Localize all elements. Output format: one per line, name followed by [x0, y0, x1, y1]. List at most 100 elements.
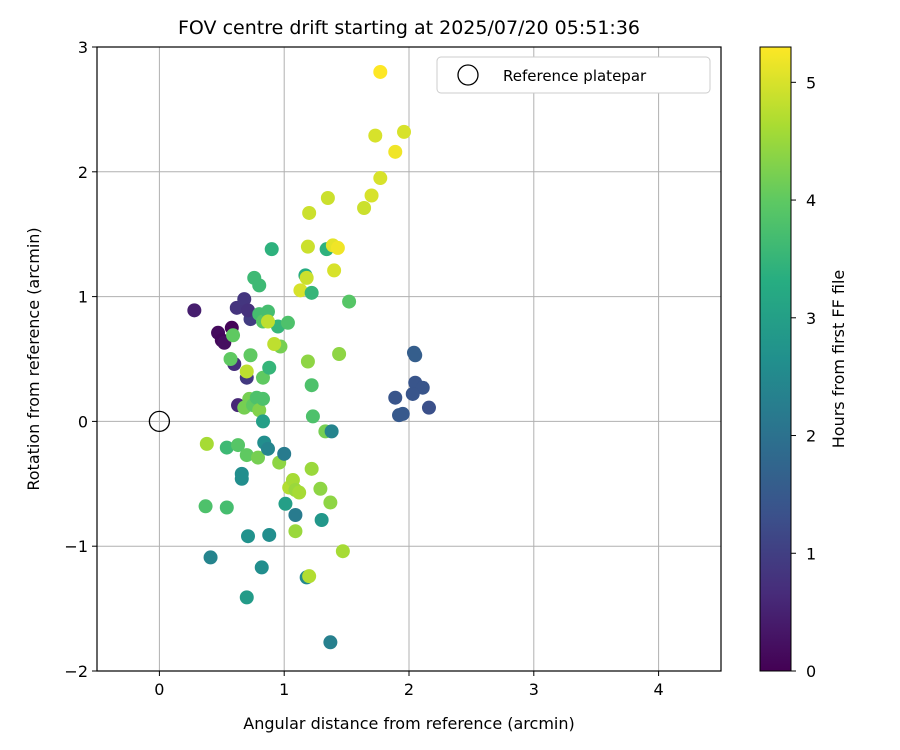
- colorbar-tick-label: 5: [806, 73, 816, 92]
- scatter-point: [320, 191, 335, 206]
- scatter-point: [226, 328, 241, 343]
- y-tick-label: −1: [64, 537, 88, 556]
- scatter-point: [237, 292, 252, 307]
- scatter-point: [219, 440, 234, 455]
- scatter-point: [241, 303, 256, 318]
- y-tick-label: 2: [78, 163, 88, 182]
- scatter-point: [288, 508, 303, 522]
- scatter-point: [280, 315, 295, 330]
- grid-lines: [97, 46, 721, 672]
- scatter-point: [239, 364, 254, 379]
- scatter-point: [304, 285, 319, 300]
- scatter-point: [304, 378, 319, 393]
- scatter-point: [373, 64, 388, 79]
- x-tick-label: 0: [154, 680, 164, 699]
- scatter-point: [239, 590, 254, 605]
- scatter-point: [342, 294, 357, 309]
- scatter-point: [278, 496, 293, 511]
- scatter-point: [314, 512, 329, 527]
- scatter-point: [364, 188, 379, 203]
- scatter-point: [300, 239, 315, 254]
- x-tick-label: 2: [404, 680, 414, 699]
- scatter-point: [302, 569, 317, 584]
- x-axis-label: Angular distance from reference (arcmin): [243, 714, 574, 733]
- scatter-point: [288, 524, 303, 539]
- scatter-point: [252, 403, 267, 418]
- scatter-point: [250, 450, 265, 465]
- colorbar-label: Hours from first FF file: [829, 270, 848, 449]
- scatter-point: [223, 352, 238, 366]
- x-tick-label: 3: [529, 680, 539, 699]
- scatter-points: [187, 64, 436, 650]
- scatter-point: [357, 200, 372, 215]
- y-axis-label: Rotation from reference (arcmin): [24, 227, 43, 490]
- scatter-point: [262, 527, 277, 542]
- colorbar-tick-label: 0: [806, 662, 816, 681]
- legend-entry-reference: Reference platepar: [503, 67, 647, 85]
- scatter-point: [234, 471, 249, 486]
- colorbar-tick-label: 4: [806, 191, 816, 210]
- scatter-point: [198, 499, 213, 514]
- scatter-point: [299, 270, 314, 285]
- scatter-point: [397, 124, 412, 139]
- scatter-point: [187, 303, 202, 318]
- scatter-point: [330, 240, 345, 255]
- scatter-point: [231, 438, 246, 453]
- scatter-point: [324, 424, 339, 439]
- scatter-point: [203, 550, 218, 565]
- scatter-point: [395, 406, 410, 421]
- scatter-point: [267, 337, 282, 352]
- y-axis-ticks: −2 −1 0 1 2 3: [64, 38, 97, 681]
- scatter-point: [313, 481, 328, 496]
- scatter-point: [260, 314, 275, 329]
- scatter-point: [277, 446, 292, 461]
- scatter-point: [264, 242, 279, 257]
- scatter-point: [421, 400, 436, 415]
- x-tick-label: 1: [279, 680, 289, 699]
- scatter-point: [368, 128, 383, 143]
- legend-box: [436, 56, 711, 94]
- scatter-point: [292, 485, 307, 500]
- legend-marker-reference: [457, 64, 479, 86]
- colorbar: [759, 46, 792, 672]
- colorbar-tick-label: 3: [806, 309, 816, 328]
- scatter-point: [255, 391, 270, 406]
- scatter-point: [239, 448, 254, 463]
- colorbar-tick-label: 1: [806, 544, 816, 563]
- scatter-point: [260, 441, 275, 456]
- x-axis-ticks: 0 1 2 3 4: [154, 671, 664, 699]
- scatter-point: [405, 386, 420, 401]
- chart-title: FOV centre drift starting at 2025/07/20 …: [178, 17, 640, 39]
- legend: Reference platepar: [436, 56, 711, 94]
- colorbar-tick-label: 2: [806, 427, 816, 446]
- scatter-point: [243, 348, 258, 363]
- colorbar-ticks: 0 1 2 3 4 5: [791, 73, 816, 681]
- scatter-point: [304, 461, 319, 476]
- y-tick-label: 1: [78, 288, 88, 307]
- x-tick-label: 4: [654, 680, 664, 699]
- scatter-point: [335, 544, 350, 559]
- scatter-point: [219, 500, 234, 515]
- scatter-point: [302, 205, 317, 220]
- scatter-point: [323, 635, 338, 650]
- scatter-point: [199, 436, 214, 451]
- reference-point-group: [148, 410, 171, 433]
- scatter-point: [415, 380, 430, 395]
- scatter-point: [300, 354, 315, 369]
- scatter-point: [241, 529, 256, 544]
- scatter-point: [252, 278, 267, 293]
- reference-point: [148, 410, 171, 433]
- scatter-point: [254, 560, 269, 575]
- scatter-point: [327, 263, 342, 278]
- scatter-point: [255, 370, 270, 385]
- y-tick-label: −2: [64, 662, 88, 681]
- scatter-point: [388, 390, 403, 405]
- scatter-point: [332, 347, 347, 362]
- scatter-point: [255, 414, 270, 429]
- y-tick-label: 0: [78, 412, 88, 431]
- scatter-point: [260, 304, 275, 319]
- scatter-point: [408, 348, 423, 363]
- scatter-point: [262, 360, 277, 375]
- scatter-point: [388, 144, 403, 159]
- scatter-point: [293, 283, 308, 298]
